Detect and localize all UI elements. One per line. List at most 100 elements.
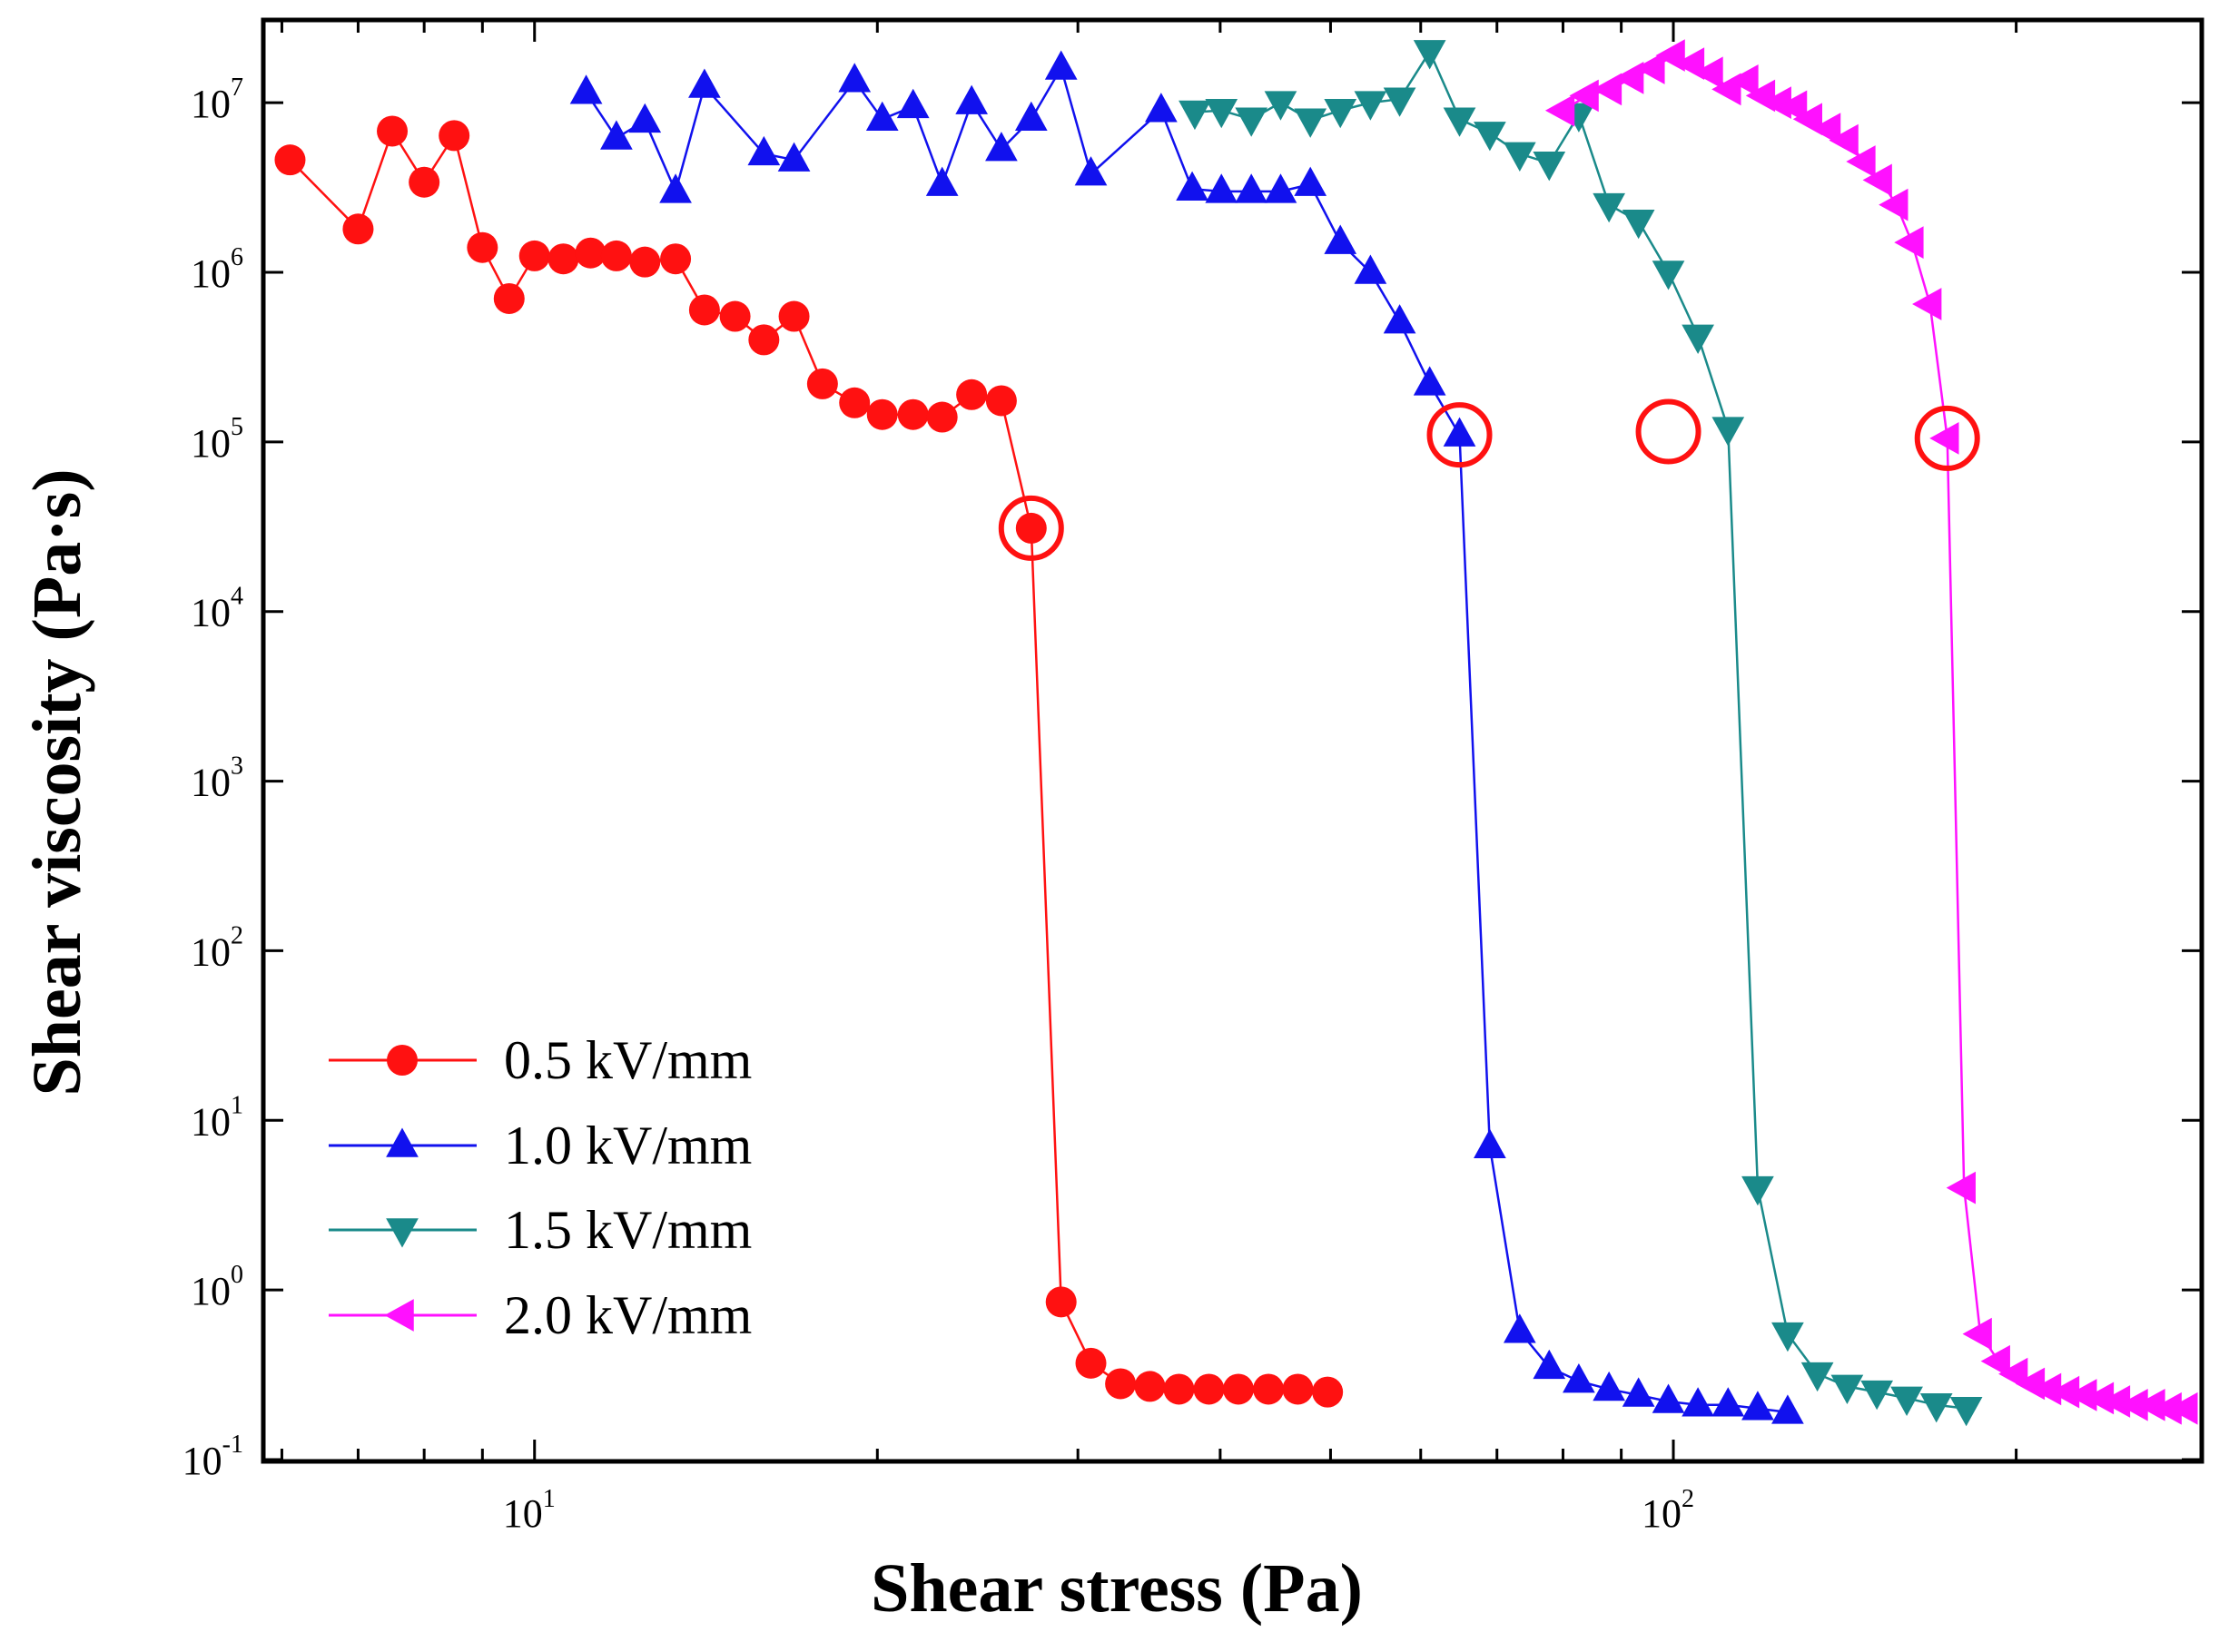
legend-entry-2: 1.5 kV/mm [329, 1200, 752, 1260]
series-0 [274, 115, 1344, 1408]
series-layer [274, 39, 2198, 1427]
series-3-point-11 [1761, 86, 1791, 120]
series-2-point-0 [1179, 100, 1211, 131]
series-3-point-35 [2168, 1391, 2198, 1425]
series-3-point-18 [1879, 188, 1908, 221]
series-1-point-21 [1294, 166, 1327, 196]
series-3-point-23 [1962, 1317, 1992, 1351]
series-0-point-30 [1193, 1373, 1225, 1405]
highlight-circle-2 [1635, 398, 1701, 465]
series-3-point-32 [2118, 1388, 2148, 1421]
legend-label-3: 2.0 kV/mm [504, 1285, 752, 1345]
series-2-point-21 [1800, 1362, 1834, 1392]
series-1-point-11 [955, 84, 988, 114]
series-0-point-13 [688, 294, 720, 326]
series-0-point-12 [660, 243, 692, 275]
series-3-point-22 [1946, 1171, 1976, 1205]
y-tick-label-3: 102 [191, 921, 243, 974]
y-axis-ticks: 10-1 100 101 102 103 104 105 106 107 [182, 74, 2200, 1483]
series-3-point-30 [2084, 1382, 2115, 1415]
legend-label-0: 0.5 kV/mm [504, 1030, 752, 1090]
series-1-point-9 [896, 88, 930, 119]
series-3-point-9 [1729, 64, 1759, 97]
series-3-point-27 [2031, 1372, 2062, 1406]
series-0-point-33 [1282, 1373, 1314, 1405]
series-3-point-17 [1862, 163, 1892, 197]
series-1-point-34 [1682, 1387, 1714, 1417]
series-1-point-31 [1593, 1371, 1625, 1401]
legend-marker-2 [386, 1218, 419, 1248]
series-0-point-20 [897, 398, 929, 430]
legend-entry-0: 0.5 kV/mm [329, 1030, 752, 1090]
series-1-point-5 [747, 135, 781, 166]
series-2-point-16 [1652, 261, 1685, 290]
legend-marker-shape-2 [386, 1218, 419, 1248]
series-0-point-9 [575, 237, 607, 269]
y-tick-label-8: 107 [191, 74, 243, 126]
series-2-point-23 [1860, 1380, 1893, 1411]
series-0-point-3 [409, 166, 440, 198]
series-1-point-19 [1235, 173, 1268, 203]
legend-label-2: 1.5 kV/mm [504, 1200, 752, 1260]
series-1-point-35 [1711, 1387, 1745, 1417]
series-3-point-16 [1846, 145, 1876, 178]
series-3-point-12 [1777, 90, 1808, 123]
series-1-point-6 [777, 142, 811, 172]
series-0-point-14 [719, 300, 751, 332]
series-1-point-12 [985, 132, 1018, 162]
series-3-point-21 [1929, 422, 1959, 455]
legend-marker-0 [387, 1045, 418, 1076]
series-2-point-7 [1383, 87, 1416, 117]
series-3-point-4 [1635, 52, 1665, 84]
series-0-point-16 [778, 300, 810, 332]
series-2-point-1 [1205, 98, 1238, 129]
series-2-point-19 [1741, 1175, 1774, 1206]
series-1-point-16 [1145, 93, 1178, 123]
series-3-point-28 [2049, 1375, 2080, 1409]
series-1-point-25 [1413, 366, 1446, 396]
plot-frame [261, 17, 2204, 1464]
y-tick-label-7: 106 [191, 243, 243, 296]
y-axis-title: Shear viscosity (Pa·s) [19, 468, 95, 1096]
series-1-point-36 [1741, 1391, 1774, 1421]
series-0-point-31 [1222, 1373, 1254, 1405]
series-1-point-13 [1014, 101, 1048, 132]
series-0-point-4 [439, 120, 470, 152]
series-0-point-23 [985, 385, 1017, 417]
series-1-point-33 [1652, 1383, 1685, 1413]
series-1-point-2 [628, 103, 662, 133]
series-2-point-22 [1830, 1374, 1864, 1404]
series-1-point-23 [1354, 254, 1387, 284]
series-1-point-14 [1044, 50, 1078, 80]
legend-marker-1 [386, 1127, 419, 1157]
series-0-point-28 [1134, 1371, 1166, 1402]
y-tick-label-1: 100 [191, 1261, 243, 1313]
series-2-point-6 [1354, 91, 1387, 121]
series-0-point-24 [1015, 512, 1047, 544]
y-tick-label-2: 101 [191, 1091, 243, 1144]
series-3-point-7 [1693, 56, 1723, 90]
series-3-point-31 [2100, 1385, 2131, 1418]
series-1-point-1 [600, 120, 633, 150]
series-3-point-15 [1829, 123, 1859, 157]
series-1 [569, 50, 1804, 1424]
series-0-point-17 [806, 368, 838, 399]
series-3-point-19 [1894, 226, 1924, 259]
series-1-point-18 [1205, 173, 1238, 203]
series-0-point-32 [1253, 1373, 1285, 1405]
series-0-point-6 [493, 282, 525, 314]
series-0-point-29 [1163, 1373, 1195, 1405]
series-3 [1544, 39, 2198, 1425]
series-0-point-34 [1312, 1376, 1344, 1408]
series-2-point-2 [1235, 107, 1268, 137]
series-3-point-2 [1592, 73, 1622, 106]
series-0-point-10 [600, 240, 632, 271]
series-0-point-19 [866, 398, 898, 430]
series-1-point-30 [1563, 1363, 1595, 1393]
series-1-point-24 [1383, 304, 1416, 334]
series-2-point-20 [1771, 1322, 1804, 1352]
y-tick-label-0: 10-1 [182, 1431, 243, 1483]
series-1-point-3 [659, 173, 692, 203]
series-0-point-15 [748, 324, 780, 356]
